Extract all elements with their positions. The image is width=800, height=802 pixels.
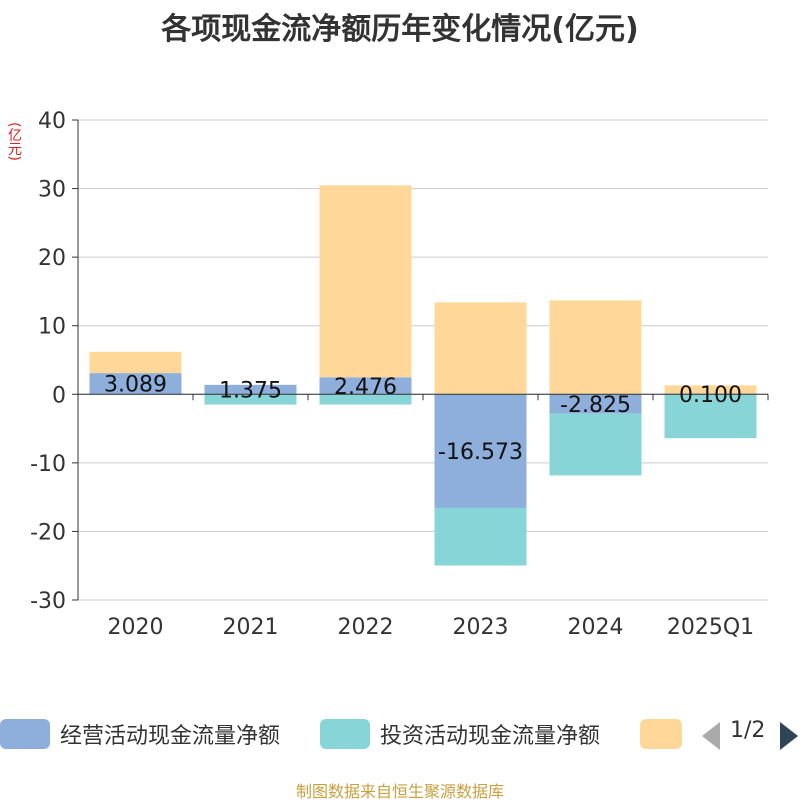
x-tick-label: 2025Q1 (667, 615, 754, 640)
data-source-note: 制图数据来自恒生聚源数据库 (295, 782, 504, 801)
data-label: 0.100 (679, 383, 742, 408)
bar-segment-series-2 (664, 385, 757, 394)
y-axis-unit: (亿元) (6, 122, 22, 161)
bar-segment-series-2 (434, 302, 527, 395)
bar-segment-series-1 (319, 394, 412, 405)
bar-segment-series-1 (664, 394, 757, 439)
legend-swatch-third (640, 719, 682, 749)
x-tick-label: 2021 (223, 615, 279, 640)
bar-segment-series-1 (549, 413, 642, 476)
bar-segment-series-0 (549, 394, 642, 414)
chart-title: 各项现金流净额历年变化情况(亿元) (161, 12, 639, 47)
y-tick-label: 0 (52, 383, 66, 408)
legend-label-investing: 投资活动现金流量净额 (380, 724, 601, 749)
y-tick-label: -10 (30, 452, 66, 477)
legend-next-page-icon[interactable] (780, 722, 798, 750)
x-tick-label: 2024 (568, 615, 624, 640)
bar-segment-series-1 (434, 507, 527, 566)
y-tick-label: -20 (30, 520, 66, 545)
data-label: -2.825 (560, 393, 631, 418)
y-tick-label: 10 (38, 315, 66, 340)
bar-segment-series-2 (549, 300, 642, 395)
x-tick-label: 2022 (338, 615, 394, 640)
data-label: 2.476 (334, 375, 397, 400)
data-label: 3.089 (104, 373, 167, 398)
y-tick-label: 20 (38, 246, 66, 271)
legend-swatch-investing (320, 719, 370, 749)
bar-segment-series-0 (204, 384, 297, 395)
bar-segment-series-2 (319, 185, 412, 378)
bar-segment-series-0 (319, 377, 412, 395)
bar-segment-series-1 (204, 394, 297, 405)
y-tick-label: 30 (38, 178, 66, 203)
bar-chart: -30 -20 -10 0 10 20 30 40 2020 2021 2022 2023 2024 20… (30, 109, 769, 640)
legend-item-investing[interactable]: 投资活动现金流量净额 (320, 716, 600, 752)
data-label: -16.573 (438, 440, 523, 465)
legend-item-third[interactable] (640, 716, 692, 752)
legend-page-indicator: 1/2 (730, 718, 766, 743)
legend-label-operating: 经营活动现金流量净额 (60, 724, 281, 749)
legend: 经营活动现金流量净额 投资活动现金流量净额 (0, 716, 800, 756)
data-label: 1.375 (219, 379, 282, 404)
legend-prev-page-icon[interactable] (702, 722, 720, 750)
legend-swatch-operating (0, 719, 50, 749)
y-tick-label: -30 (30, 589, 66, 614)
legend-item-operating[interactable]: 经营活动现金流量净额 (0, 716, 280, 752)
bar-segment-series-0 (434, 394, 527, 508)
y-tick-label: 40 (38, 109, 66, 134)
bar-segment-series-0 (89, 373, 182, 395)
bar-segment-series-2 (89, 351, 182, 374)
x-tick-label: 2020 (108, 615, 164, 640)
x-tick-label: 2023 (453, 615, 509, 640)
